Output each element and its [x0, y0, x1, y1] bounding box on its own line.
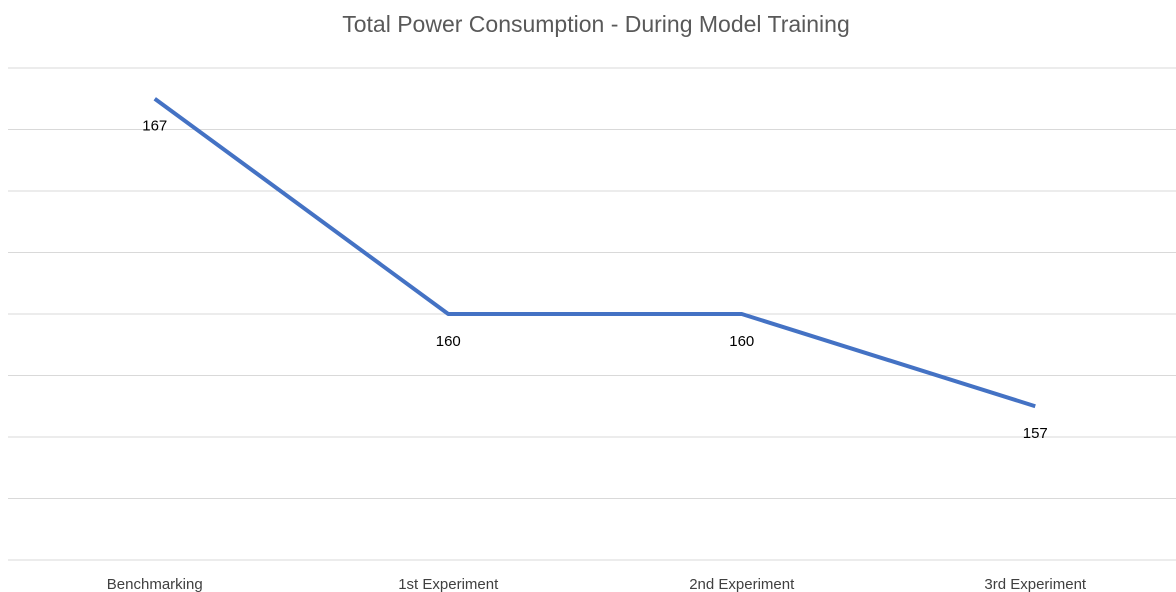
- data-line: [153, 97, 1036, 409]
- x-tick-label: 3rd Experiment: [984, 576, 1087, 592]
- chart-title: Total Power Consumption - During Model T…: [342, 11, 850, 37]
- data-label: 160: [436, 333, 461, 350]
- x-tick-label: 2nd Experiment: [689, 576, 795, 592]
- x-tick-label: 1st Experiment: [398, 576, 499, 592]
- data-label: 160: [729, 333, 754, 350]
- x-tick-label: Benchmarking: [107, 576, 203, 592]
- data-label: 157: [1023, 425, 1048, 442]
- data-label: 167: [142, 118, 167, 135]
